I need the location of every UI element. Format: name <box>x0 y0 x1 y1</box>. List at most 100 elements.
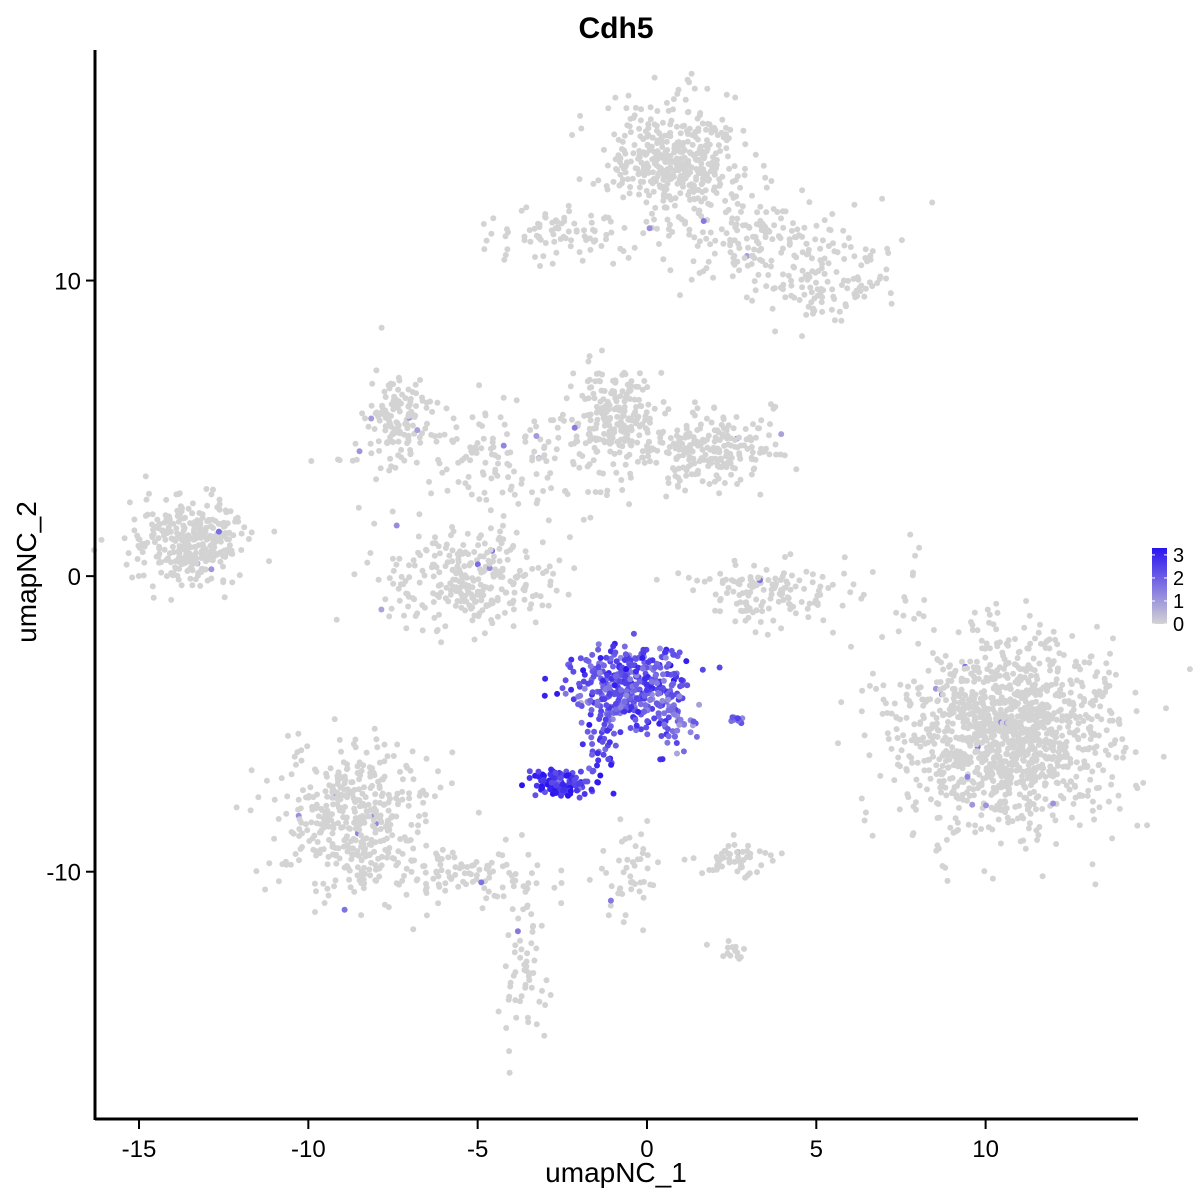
cell-point <box>632 716 639 723</box>
cell-point <box>589 651 596 658</box>
cell-point <box>612 700 619 707</box>
cell-point <box>631 142 638 148</box>
cell-point <box>718 850 725 857</box>
cell-point <box>316 848 323 855</box>
cell-point <box>1070 800 1077 807</box>
cell-point <box>426 478 432 485</box>
cell-point <box>1063 738 1070 745</box>
cell-point <box>611 450 618 457</box>
cell-point <box>642 702 649 708</box>
cell-point <box>989 771 996 778</box>
cell-point <box>228 547 235 554</box>
cell-point <box>646 225 653 232</box>
cell-point <box>719 116 726 123</box>
cell-point <box>524 1014 531 1021</box>
cell-point <box>262 886 269 893</box>
cell-point <box>1102 747 1109 754</box>
cell-point <box>690 855 697 862</box>
cell-point <box>1010 718 1017 725</box>
cell-point <box>297 846 304 852</box>
cell-point <box>568 656 575 663</box>
y-axis-ticks: 100-10 <box>46 269 95 887</box>
cell-point <box>945 677 952 684</box>
cell-point <box>741 945 747 952</box>
cell-point <box>847 244 854 250</box>
cell-point <box>343 819 350 826</box>
cell-point <box>1075 720 1082 727</box>
cell-point <box>565 228 572 235</box>
cell-point <box>636 423 643 430</box>
cell-point <box>502 589 509 596</box>
cell-point <box>676 721 683 728</box>
cell-point <box>657 165 664 172</box>
x-axis-ticks: -15 -10 -5 0 5 10 <box>122 1120 999 1163</box>
cell-point <box>723 91 730 98</box>
cell-point <box>619 487 626 493</box>
cell-point <box>818 265 825 272</box>
cell-point <box>196 525 203 532</box>
cell-point <box>893 714 900 720</box>
cell-point <box>488 584 495 591</box>
cell-point <box>655 429 662 436</box>
cell-point <box>394 404 401 411</box>
cell-point <box>1003 805 1010 812</box>
cell-point <box>1027 640 1034 647</box>
cell-point <box>627 441 634 448</box>
cell-point <box>1056 740 1063 747</box>
cell-point <box>675 483 681 490</box>
cell-point <box>803 311 810 318</box>
cell-point <box>422 818 429 825</box>
cell-point <box>699 478 706 485</box>
cell-point <box>1116 716 1122 723</box>
cell-point <box>967 754 974 761</box>
cell-point <box>476 382 483 389</box>
cell-point <box>639 655 646 661</box>
cell-point <box>480 553 487 560</box>
cell-point <box>1016 730 1023 737</box>
cell-point <box>509 878 516 885</box>
cell-point <box>753 596 760 603</box>
cell-point <box>691 205 698 212</box>
cell-point <box>535 455 542 462</box>
cell-point <box>606 428 613 435</box>
cell-point <box>782 584 789 591</box>
cell-point <box>610 643 617 650</box>
cell-point <box>1068 778 1074 785</box>
x-tick-label: 5 <box>810 1136 823 1163</box>
cell-point <box>603 702 610 709</box>
cell-point <box>406 790 412 797</box>
cell-point <box>962 753 969 759</box>
cell-point <box>936 707 943 714</box>
cell-point <box>604 162 611 169</box>
cell-point <box>1085 725 1092 732</box>
cell-point <box>858 795 865 802</box>
cell-point <box>933 679 940 686</box>
cell-point <box>713 157 720 163</box>
cell-point <box>535 564 542 571</box>
cell-point <box>649 180 656 187</box>
cell-point <box>395 859 402 866</box>
cell-point <box>792 583 799 590</box>
cell-point <box>621 657 628 663</box>
cell-point <box>1013 755 1020 762</box>
cell-point <box>943 697 949 704</box>
cell-point <box>495 454 502 461</box>
cell-point <box>437 784 444 791</box>
cell-point <box>779 245 786 252</box>
cell-point <box>433 850 440 857</box>
cell-point <box>712 591 719 598</box>
cell-point <box>724 590 730 596</box>
cell-point <box>1034 837 1041 843</box>
cell-point <box>360 814 367 821</box>
cell-point <box>1071 663 1078 670</box>
cell-point <box>929 749 936 755</box>
cell-point <box>1017 677 1024 684</box>
cell-point <box>607 414 614 421</box>
cell-point <box>500 536 507 543</box>
cell-point <box>675 453 682 460</box>
cell-point <box>139 549 146 556</box>
cell-point <box>798 599 805 605</box>
cell-point <box>813 222 820 229</box>
cell-point <box>734 953 741 960</box>
cell-point <box>1032 635 1038 642</box>
